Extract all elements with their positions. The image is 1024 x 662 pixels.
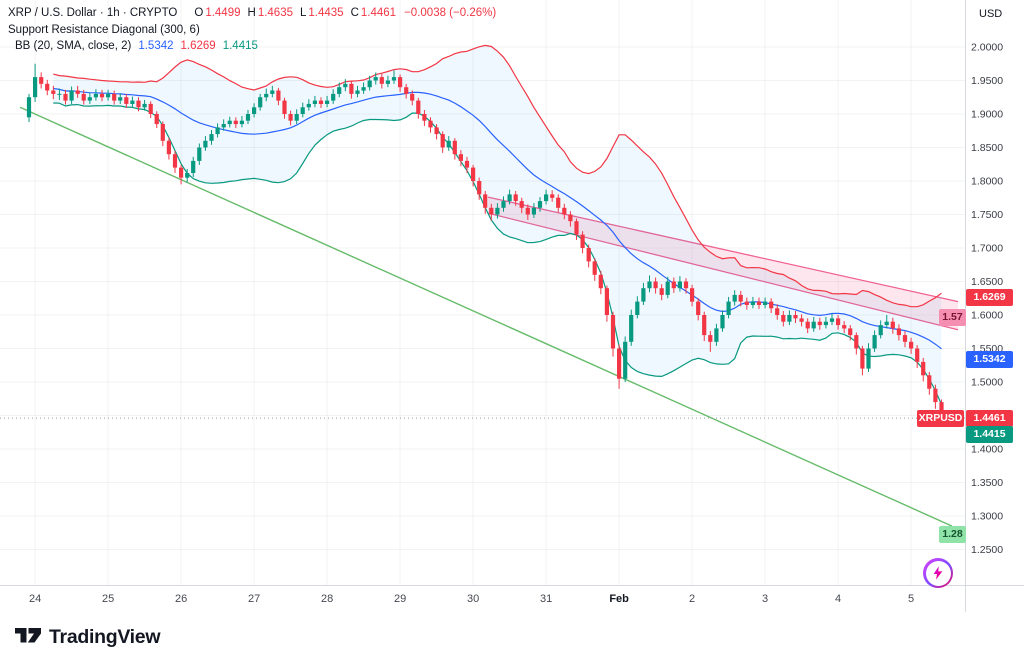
- trendline-drawings[interactable]: [19, 106, 959, 527]
- svg-text:1.7500: 1.7500: [971, 209, 1003, 221]
- plot-area[interactable]: [0, 0, 965, 585]
- svg-text:5: 5: [908, 593, 914, 605]
- svg-text:1.3000: 1.3000: [971, 511, 1003, 523]
- footer: TradingView: [14, 620, 161, 654]
- bb-lower-value: 1.4415: [222, 40, 258, 52]
- price-badge-XRPUSD: XRPUSD: [917, 409, 964, 427]
- svg-text:1.8500: 1.8500: [971, 142, 1003, 154]
- grid-lines: [0, 0, 965, 585]
- tradingview-logo-text: TradingView: [49, 625, 161, 648]
- svg-text:30: 30: [467, 593, 479, 605]
- open-label: O: [194, 7, 204, 19]
- svg-text:4: 4: [835, 593, 841, 605]
- svg-text:1.6000: 1.6000: [971, 310, 1003, 322]
- bb-indicator-title[interactable]: BB (20, SMA, close, 2): [15, 40, 132, 52]
- symbol-title[interactable]: XRP / U.S. Dollar · 1h · CRYPTO: [8, 7, 178, 19]
- svg-text:1.2500: 1.2500: [971, 544, 1003, 556]
- bb-lower-line[interactable]: [53, 102, 943, 405]
- svg-text:31: 31: [540, 593, 552, 605]
- svg-text:1.5000: 1.5000: [971, 377, 1003, 389]
- svg-text:1.6500: 1.6500: [971, 276, 1003, 288]
- tradingview-logo-icon: [15, 627, 41, 642]
- candlesticks: [26, 63, 944, 420]
- tradingview-logo[interactable]: TradingView: [14, 625, 161, 649]
- svg-text:29: 29: [394, 593, 406, 605]
- high-label: H: [247, 7, 256, 19]
- svg-text:24: 24: [29, 593, 41, 605]
- srd-indicator-title[interactable]: Support Resistance Diagonal (300, 6): [8, 23, 200, 36]
- svg-text:1.9000: 1.9000: [971, 109, 1003, 121]
- low-value: 1.4435: [308, 7, 344, 19]
- support-diagonal-line[interactable]: [19, 106, 953, 527]
- currency-label[interactable]: USD: [979, 8, 1003, 20]
- close-label: C: [350, 7, 359, 19]
- price-badge-1.4461: 1.4461: [966, 409, 1013, 427]
- price-badge-1.4415: 1.4415: [966, 425, 1013, 443]
- indicator-row-srd[interactable]: Support Resistance Diagonal (300, 6): [8, 22, 496, 39]
- resistance-diagonal-lower-line[interactable]: [487, 212, 959, 331]
- bb-upper-value: 1.6269: [180, 40, 216, 52]
- bollinger-fill: [53, 45, 942, 405]
- svg-text:1.3500: 1.3500: [971, 477, 1003, 489]
- bb-upper-line[interactable]: [53, 44, 942, 308]
- bb-basis-line[interactable]: [53, 87, 942, 350]
- svg-text:3: 3: [762, 593, 768, 605]
- high-value: 1.4635: [257, 7, 293, 19]
- open-value: 1.4499: [205, 7, 241, 19]
- svg-text:28: 28: [321, 593, 333, 605]
- svg-text:Feb: Feb: [609, 593, 629, 605]
- svg-text:2: 2: [689, 593, 695, 605]
- flash-button[interactable]: [923, 558, 953, 588]
- svg-text:2.0000: 2.0000: [971, 42, 1003, 54]
- price-badge-1.5342: 1.5342: [966, 350, 1013, 368]
- svg-text:26: 26: [175, 593, 187, 605]
- time-axis[interactable]: 24 25 26 27 28 29 30 31 Feb 2 3 4 5: [29, 593, 914, 605]
- price-badge-1.57: 1.57: [939, 308, 966, 326]
- svg-text:1.7000: 1.7000: [971, 243, 1003, 255]
- resistance-diagonal-fill[interactable]: [488, 197, 958, 330]
- svg-text:25: 25: [102, 593, 114, 605]
- low-label: L: [300, 7, 307, 19]
- lightning-icon: [933, 566, 943, 580]
- svg-text:1.4000: 1.4000: [971, 444, 1003, 456]
- price-badge-1.28: 1.28: [939, 525, 966, 543]
- flash-button-inner: [925, 560, 951, 586]
- svg-text:1.8000: 1.8000: [971, 176, 1003, 188]
- symbol-row[interactable]: XRP / U.S. Dollar · 1h · CRYPTO O 1.4499…: [8, 5, 496, 22]
- chart-legend: XRP / U.S. Dollar · 1h · CRYPTO O 1.4499…: [8, 5, 496, 55]
- price-chart-canvas[interactable]: 2.0000 1.9500 1.9000 1.8500 1.8000 1.7500 1.70…: [0, 0, 1024, 612]
- close-value: 1.4461: [360, 7, 397, 19]
- price-badge-1.6269: 1.6269: [966, 288, 1013, 306]
- bb-basis-value: 1.5342: [138, 40, 174, 52]
- svg-text:27: 27: [248, 593, 260, 605]
- change-value: −0.0038 (−0.26%): [404, 7, 497, 19]
- indicator-row-bb[interactable]: BB (20, SMA, close, 2) 1.5342 1.6269 1.4…: [8, 38, 496, 55]
- svg-text:1.9500: 1.9500: [971, 75, 1003, 87]
